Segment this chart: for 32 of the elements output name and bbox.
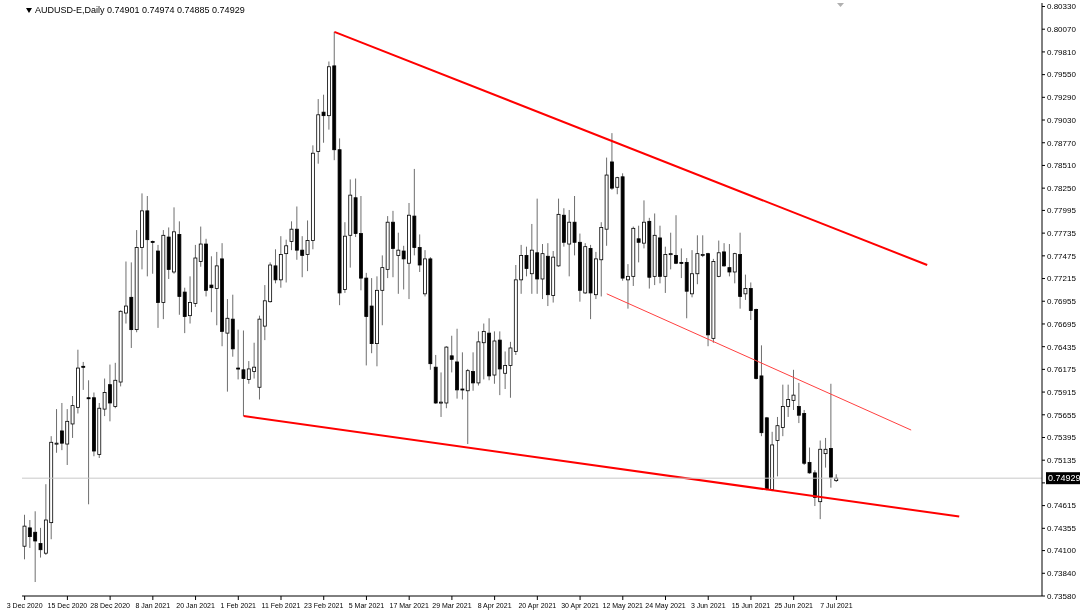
y-tick-label: 0.74100 <box>1047 546 1077 556</box>
candlestick <box>284 239 289 283</box>
y-tick-label: 0.77735 <box>1047 228 1077 238</box>
y-tick-label: 0.75395 <box>1047 433 1077 443</box>
y-tick-label: 0.73840 <box>1047 569 1077 579</box>
chart-title: AUDUSD-E,Daily 0.74901 0.74974 0.74885 0.74929 <box>35 5 245 15</box>
y-tick-label: 0.80330 <box>1047 2 1077 12</box>
y-tick-label: 0.75135 <box>1047 456 1077 466</box>
ref-line-label: 0.74929 <box>1048 473 1080 484</box>
y-tick-label: 0.76695 <box>1047 319 1077 329</box>
y-tick-label: 0.75655 <box>1047 410 1077 420</box>
y-tick-label: 0.76175 <box>1047 365 1077 375</box>
y-tick-label: 0.78510 <box>1047 161 1077 171</box>
y-tick-label: 0.74615 <box>1047 501 1077 511</box>
y-tick-label: 0.78250 <box>1047 183 1077 193</box>
candlestick <box>150 240 155 275</box>
y-tick-label: 0.77995 <box>1047 206 1077 216</box>
candlestick <box>396 232 401 295</box>
y-tick-label: 0.77475 <box>1047 251 1077 261</box>
y-tick-label: 0.79290 <box>1047 93 1077 103</box>
y-tick-label: 0.76955 <box>1047 297 1077 307</box>
y-tick-label: 0.78770 <box>1047 138 1077 148</box>
y-tick-label: 0.73580 <box>1047 591 1077 601</box>
y-tick-label: 0.79810 <box>1047 47 1077 57</box>
y-tick-label: 0.80070 <box>1047 25 1077 35</box>
y-tick-label: 0.74355 <box>1047 524 1077 534</box>
y-tick-label: 0.75915 <box>1047 387 1077 397</box>
y-tick-label: 0.79550 <box>1047 70 1077 80</box>
candlestick <box>668 232 673 270</box>
y-tick-label: 0.77215 <box>1047 274 1077 284</box>
y-tick-label: 0.76435 <box>1047 342 1077 352</box>
y-tick-label: 0.79030 <box>1047 115 1077 125</box>
